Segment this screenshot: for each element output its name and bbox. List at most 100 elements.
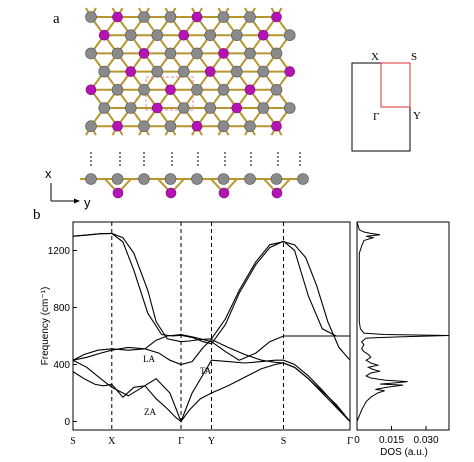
side-view-chain xyxy=(80,173,309,199)
kpoint-label: Γ xyxy=(178,436,184,447)
metal-atom xyxy=(230,29,243,42)
kpoint-label: S xyxy=(70,436,76,447)
metal-atom xyxy=(283,102,296,114)
metal-atom xyxy=(177,102,190,114)
metal-atom xyxy=(230,65,243,78)
nonmetal-atom xyxy=(165,187,177,199)
metal-atom xyxy=(124,102,137,114)
nonmetal-atom xyxy=(151,102,163,114)
nonmetal-atom xyxy=(112,187,124,199)
metal-atom xyxy=(111,173,124,185)
band-label-za: ZA xyxy=(144,407,156,417)
dos-x-tick-label: 0.015 xyxy=(379,435,404,446)
metal-atom xyxy=(191,84,203,96)
metal-atom xyxy=(111,84,124,96)
nonmetal-atom xyxy=(178,29,190,41)
nonmetal-atom xyxy=(165,84,176,96)
nonmetal-atom xyxy=(191,11,203,23)
nonmetal-atom xyxy=(271,120,282,132)
metal-atom xyxy=(244,120,256,132)
metal-atom xyxy=(244,173,256,185)
dos-x-tick-label: 0 xyxy=(354,435,360,446)
phonon-branch-2 xyxy=(72,232,350,345)
nonmetal-atom xyxy=(191,120,203,132)
metal-atom xyxy=(138,120,150,132)
nonmetal-atom xyxy=(112,120,123,132)
phonon-branch-7 xyxy=(180,362,351,422)
metal-atom xyxy=(164,47,177,60)
nonmetal-atom xyxy=(284,66,296,77)
metal-atom xyxy=(85,173,97,185)
metal-atom xyxy=(138,173,150,185)
metal-atom xyxy=(217,11,230,23)
y-tick-label: 1200 xyxy=(48,246,71,257)
brillouin-zone: X S Γ Y xyxy=(351,51,421,152)
panel-b-label: b xyxy=(33,207,41,223)
y-axis-letter: y xyxy=(84,195,91,210)
axis-indicator: x y xyxy=(45,166,91,210)
metal-atom xyxy=(164,120,177,132)
metal-atom xyxy=(270,173,283,185)
irreducible-zone xyxy=(380,62,411,108)
nonmetal-atom xyxy=(138,48,150,59)
metal-atom xyxy=(217,84,230,96)
metal-atom xyxy=(191,173,203,185)
metal-atom xyxy=(217,173,230,185)
metal-atom xyxy=(85,47,97,60)
bz-label-y: Y xyxy=(413,110,421,122)
nonmetal-atom xyxy=(112,11,123,23)
metal-atom xyxy=(138,84,150,96)
x-axis-letter: x xyxy=(45,166,52,181)
phonon-branch-6 xyxy=(72,371,182,422)
dos-x-label: DOS (a.u.) xyxy=(380,447,428,458)
bz-label-x: X xyxy=(371,51,379,63)
metal-atom xyxy=(111,47,124,60)
metal-atom xyxy=(297,173,309,185)
metal-atom xyxy=(204,102,217,114)
y-arrowhead xyxy=(74,198,80,204)
dos-x-tick-label: 0.030 xyxy=(413,435,438,446)
band-label-la: LA xyxy=(143,354,155,364)
band-label-ta: TA xyxy=(200,366,212,376)
metal-atom xyxy=(244,11,256,23)
metal-atom xyxy=(257,102,270,114)
nonmetal-atom xyxy=(218,48,229,59)
metal-atom xyxy=(164,11,177,23)
metal-atom xyxy=(151,65,164,78)
bz-label-gamma: Γ xyxy=(373,111,379,123)
metal-atom xyxy=(138,11,150,23)
metal-atom xyxy=(270,47,283,60)
bz-label-s: S xyxy=(411,51,417,63)
omission-dashes xyxy=(90,152,301,168)
metal-atom xyxy=(283,29,296,42)
phonon-dispersion-chart: 0 400 800 1200 S X Γ Y S Γ LA TA ZA Frequency (c… xyxy=(40,221,353,447)
metal-atom xyxy=(191,47,203,60)
nonmetal-atom xyxy=(257,29,269,41)
nonmetal-atom xyxy=(98,29,110,41)
kpoint-label: S xyxy=(281,436,287,447)
kpoint-label: Y xyxy=(208,436,215,447)
metal-atom xyxy=(85,11,97,23)
metal-atom xyxy=(124,29,137,42)
metal-atom xyxy=(164,173,177,185)
y-axis-label: Frequency (cm⁻¹) xyxy=(40,287,51,366)
phonon-branch-1 xyxy=(72,232,351,361)
kpoint-label: Γ xyxy=(347,436,353,447)
atomic-lattice xyxy=(85,7,296,136)
nonmetal-atom xyxy=(218,187,230,199)
nonmetal-atom xyxy=(271,11,282,23)
dos-curve xyxy=(356,221,450,430)
metal-atom xyxy=(85,120,97,132)
phonon-branch-5 xyxy=(72,359,351,424)
y-tick-label: 0 xyxy=(64,417,70,428)
nonmetal-atom xyxy=(85,84,97,96)
nonmetal-atom xyxy=(271,187,283,199)
metal-atom xyxy=(177,65,190,78)
metal-atom xyxy=(270,84,283,96)
nonmetal-atom xyxy=(231,102,243,114)
metal-atom xyxy=(244,47,256,60)
nonmetal-atom xyxy=(244,84,256,96)
metal-atom xyxy=(217,120,230,132)
nonmetal-atom xyxy=(204,66,216,77)
metal-atom xyxy=(98,102,111,114)
